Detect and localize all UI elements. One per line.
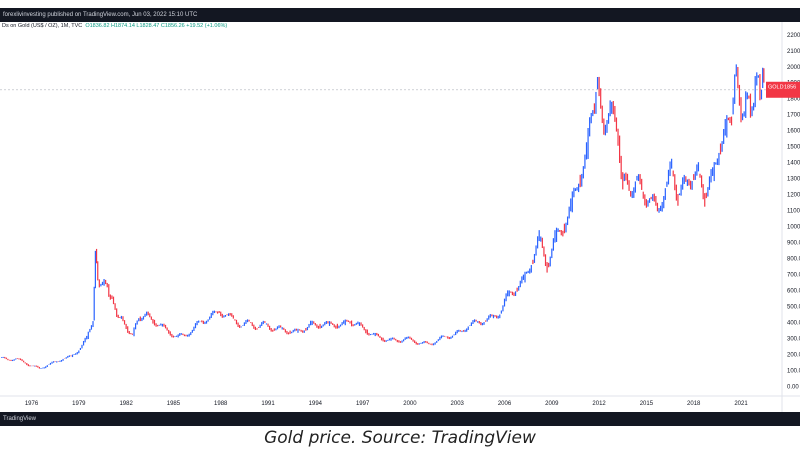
price-badge: GOLD 1856	[766, 81, 800, 98]
y-tick-label: 1100.00	[787, 209, 800, 215]
x-tick-label: 2000	[403, 401, 417, 407]
y-tick-label: 1400.00	[787, 161, 800, 167]
x-tick-label: 1979	[72, 401, 86, 407]
y-tick-label: 1600.00	[787, 129, 800, 135]
x-tick-label: 1976	[25, 401, 39, 407]
x-tick-label: 1991	[261, 401, 275, 407]
x-tick-label: 1994	[309, 401, 323, 407]
price-series	[0, 64, 765, 369]
tradingview-logo-text: TradingView	[3, 416, 37, 422]
y-tick-label: 700.00	[787, 273, 800, 279]
y-tick-label: 0.00	[787, 384, 799, 390]
price-badge-value: 1856	[784, 84, 796, 90]
y-tick-label: 900.00	[787, 241, 800, 247]
price-chart[interactable]: 0.00 100.00 200.00 300.00 400.00 500.00 600.00…	[0, 22, 800, 412]
chart-legend: Ds on Gold (US$ / OZ), 1M, TVC O1836.82 …	[2, 23, 227, 29]
y-tick-label: 400.00	[787, 320, 800, 326]
y-tick-label: 1200.00	[787, 193, 800, 199]
price-axis[interactable]: 0.00 100.00 200.00 300.00 400.00 500.00 600.00…	[787, 33, 800, 391]
x-tick-label: 2009	[545, 401, 559, 407]
figure-caption: Gold price. Source: TradingView	[264, 428, 536, 448]
y-tick-label: 1500.00	[787, 145, 800, 151]
x-tick-label: 2012	[592, 401, 606, 407]
x-tick-label: 1988	[214, 401, 228, 407]
y-tick-label: 2200.00	[787, 33, 800, 39]
y-tick-label: 800.00	[787, 257, 800, 263]
y-tick-label: 2100.00	[787, 49, 800, 55]
y-tick-label: 300.00	[787, 336, 800, 342]
y-tick-label: 2000.00	[787, 65, 800, 71]
price-badge-label: GOLD	[768, 84, 784, 90]
tradingview-footer: TradingView	[0, 412, 800, 426]
time-axis[interactable]: 1976 1979 1982 1985 1988 1991 1994 1997 2000 2003…	[25, 401, 748, 407]
x-tick-label: 2006	[498, 401, 512, 407]
y-tick-label: 1000.00	[787, 225, 800, 231]
price-badge-box	[766, 81, 800, 98]
ohlc-values: O1836.82 H1874.14 L1828.47 C1856.26 +19.…	[85, 23, 228, 29]
x-tick-label: 2021	[734, 401, 748, 407]
x-tick-label: 1985	[167, 401, 181, 407]
publisher-bar: forexlivinvesting published on TradingVi…	[0, 8, 800, 22]
y-tick-label: 1300.00	[787, 177, 800, 183]
y-tick-label: 200.00	[787, 352, 800, 358]
x-tick-label: 1997	[356, 401, 370, 407]
y-tick-label: 1700.00	[787, 113, 800, 119]
x-tick-label: 2018	[687, 401, 701, 407]
y-tick-label: 100.00	[787, 368, 800, 374]
y-tick-label: 500.00	[787, 304, 800, 310]
y-tick-label: 600.00	[787, 289, 800, 295]
x-tick-label: 2003	[451, 401, 465, 407]
symbol-label: Ds on Gold (US$ / OZ), 1M, TVC	[2, 23, 83, 29]
chart-frame: forexlivinvesting published on TradingVi…	[0, 8, 800, 426]
y-tick-label: 1800.00	[787, 97, 800, 103]
x-tick-label: 2015	[640, 401, 654, 407]
x-tick-label: 1982	[119, 401, 133, 407]
